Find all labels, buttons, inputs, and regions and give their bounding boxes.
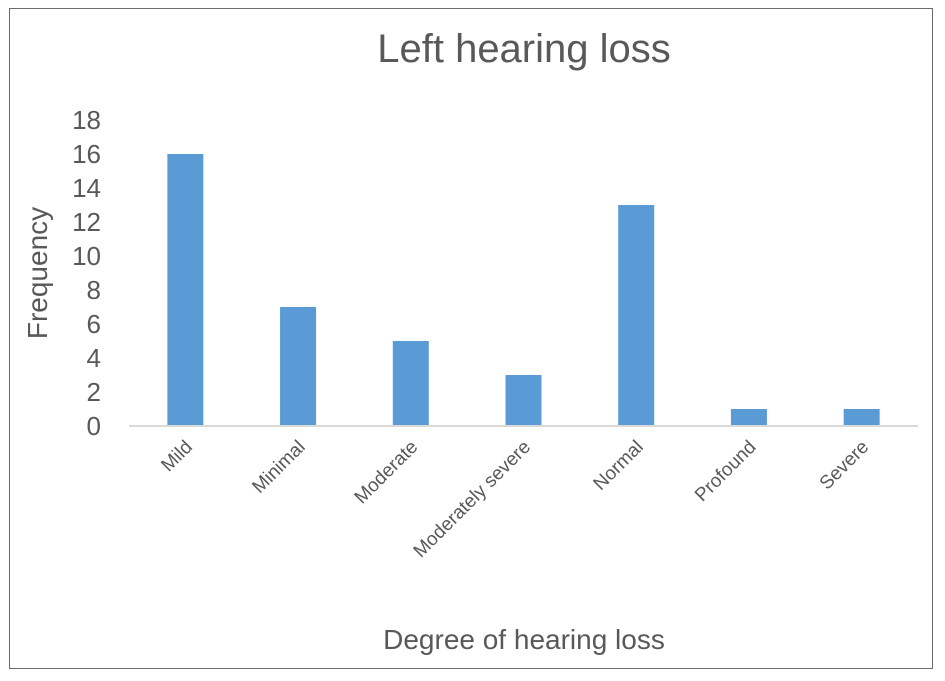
y-tick-label: 12: [72, 207, 101, 237]
x-tick-label: Severe: [816, 437, 873, 494]
y-tick-label: 14: [72, 173, 101, 203]
bar: [280, 307, 317, 426]
x-axis-title: Degree of hearing loss: [383, 624, 665, 655]
bar: [167, 154, 204, 426]
y-tick-label: 0: [87, 411, 101, 441]
bar: [392, 341, 429, 426]
x-tick-label: Minimal: [248, 437, 309, 498]
x-tick-label: Mild: [157, 437, 196, 476]
bar: [843, 409, 880, 426]
bar: [505, 375, 542, 426]
chart-frame: [9, 8, 933, 669]
y-tick-label: 10: [72, 241, 101, 271]
y-axis-ticks: 0 2 4 6 8 10 12 14 16 18: [72, 105, 101, 441]
x-tick-label: Profound: [691, 437, 760, 506]
x-tick-label: Normal: [590, 437, 648, 495]
y-tick-label: 2: [87, 377, 101, 407]
x-tick-label: Moderately severe: [410, 437, 535, 562]
y-axis-title: Frequency: [22, 207, 53, 339]
y-tick-label: 6: [87, 309, 101, 339]
y-tick-label: 18: [72, 105, 101, 135]
y-tick-label: 4: [87, 343, 101, 373]
bar: [618, 205, 655, 426]
chart-title: Left hearing loss: [377, 27, 671, 71]
y-tick-label: 8: [87, 275, 101, 305]
y-tick-label: 16: [72, 139, 101, 169]
x-tick-label: Moderate: [351, 437, 423, 509]
bar: [730, 409, 767, 426]
bars: [167, 154, 880, 426]
